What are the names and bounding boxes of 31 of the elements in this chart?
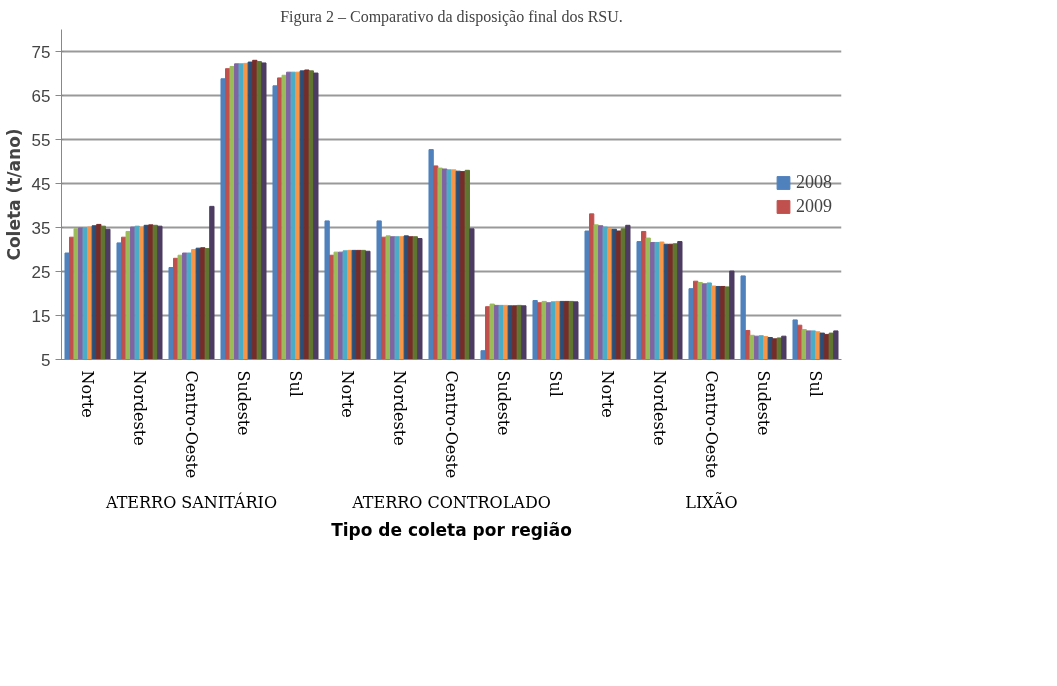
y-axis-title: Coleta (t/ano) — [3, 128, 24, 261]
y-tick-label: 45 — [31, 174, 51, 194]
x-tick-label: Nordeste — [130, 370, 149, 446]
text: LIXÃO — [685, 491, 738, 512]
y-tick-label: 35 — [31, 218, 51, 238]
x-tick-label: Sudeste — [494, 370, 513, 436]
y-tick-label: 55 — [31, 130, 51, 150]
x-tick-label: Norte — [338, 370, 357, 418]
y-tick-label: 15 — [31, 306, 51, 326]
chart-title: Figura 2 – Comparativo da disposição final dos RSU. — [280, 7, 623, 26]
text: ATERRO CONTROLADO — [351, 492, 551, 512]
text: ATERRO SANITÁRIO — [105, 491, 277, 512]
x-tick-label: Norte — [78, 370, 97, 418]
x-tick-label: Nordeste — [650, 370, 669, 446]
legend-label: 2009 — [796, 195, 833, 217]
y-tick-label: 65 — [31, 86, 51, 106]
y-tick-label: 5 — [41, 350, 51, 370]
legend-label: 2008 — [796, 171, 833, 193]
x-tick-label: Norte — [598, 370, 617, 418]
x-tick-label: Nordeste — [390, 370, 409, 446]
x-tick-label: Sudeste — [754, 370, 773, 436]
x-tick-label: Sul — [806, 370, 825, 397]
y-tick-label: 75 — [31, 42, 51, 62]
x-tick-label: Sudeste — [234, 370, 253, 436]
x-tick-label: Centro-Oeste — [442, 370, 461, 479]
x-tick-label: Centro-Oeste — [702, 370, 721, 479]
x-tick-label: Centro-Oeste — [182, 370, 201, 479]
x-tick-label: Sul — [286, 370, 305, 397]
y-tick-label: 25 — [31, 262, 51, 282]
x-axis-title: Tipo de coleta por região — [331, 519, 572, 540]
x-tick-label: Sul — [546, 370, 565, 397]
